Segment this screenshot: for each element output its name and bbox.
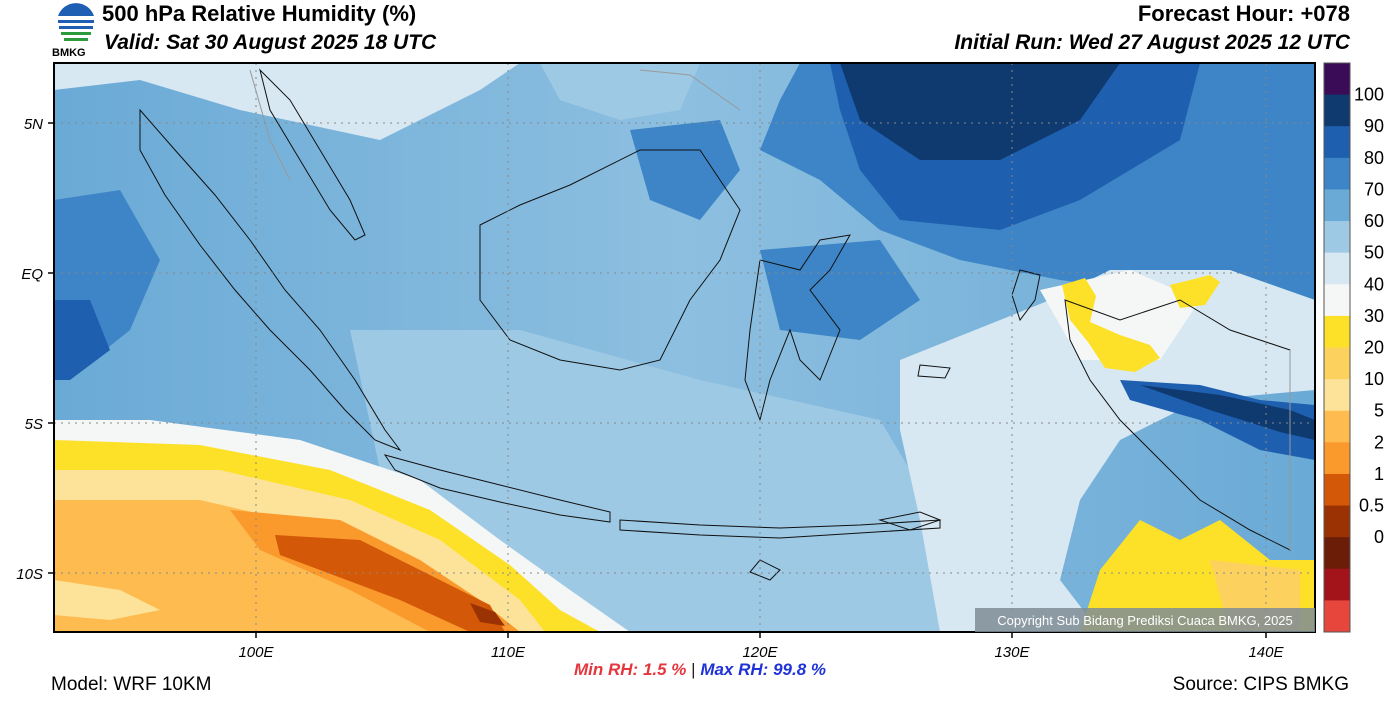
colorbar-swatch xyxy=(1324,442,1350,475)
colorbar-label: 20 xyxy=(1364,338,1384,358)
humidity-field xyxy=(54,63,1315,632)
colorbar xyxy=(1323,62,1351,633)
seram-outline xyxy=(917,364,951,379)
colorbar-swatch xyxy=(1324,252,1350,285)
colorbar-label: 50 xyxy=(1364,243,1384,263)
lon-label: 120E xyxy=(742,644,778,661)
coastlines xyxy=(139,68,1291,581)
borneo-outline xyxy=(479,149,741,371)
lon-label: 130E xyxy=(994,644,1030,661)
colorbar-frame xyxy=(1323,62,1351,633)
malay-peninsula-outline xyxy=(259,68,366,241)
min-max-rh: Min RH: 1.5 % | Max RH: 99.8 % xyxy=(0,660,1400,680)
lat-label: 10S xyxy=(16,566,43,583)
bmkg-logo-text: BMKG xyxy=(52,47,86,59)
copyright-box xyxy=(975,608,1315,632)
colorbar-swatch xyxy=(1324,189,1350,222)
lesser-sunda-outline xyxy=(619,519,941,539)
halmahera-outline xyxy=(1011,269,1041,322)
forecast-hour: Forecast Hour: +078 xyxy=(1137,1,1350,26)
colorbar-label: 2 xyxy=(1374,432,1384,452)
colorbar-swatch xyxy=(1324,568,1350,601)
colorbar-swatch xyxy=(1324,157,1350,190)
colorbar-swatch xyxy=(1324,537,1350,570)
colorbar-swatch xyxy=(1324,473,1350,507)
colorbar-label: 30 xyxy=(1364,306,1384,326)
colorbar-label: 100 xyxy=(1354,85,1384,105)
sulawesi-outline xyxy=(744,234,851,422)
colorbar-swatch xyxy=(1324,94,1350,127)
colorbar-label: 0.5 xyxy=(1359,496,1384,516)
colorbar-swatch xyxy=(1324,315,1350,348)
bmkg-logo xyxy=(57,3,95,43)
colorbar-label: 1 xyxy=(1374,464,1384,484)
model-label: Model: WRF 10KM xyxy=(51,674,212,695)
initial-run: Initial Run: Wed 27 August 2025 12 UTC xyxy=(954,31,1350,54)
timor-outline xyxy=(878,511,942,531)
papua-outline xyxy=(1064,299,1291,551)
colorbar-swatch xyxy=(1324,126,1350,159)
colorbar-label: 5 xyxy=(1374,401,1384,421)
colorbar-label: 10 xyxy=(1364,369,1384,389)
lon-label: 140E xyxy=(1248,644,1284,661)
sumatra-outline xyxy=(139,108,402,452)
max-rh-label: Max RH: xyxy=(700,660,769,679)
colorbar-swatch xyxy=(1324,600,1350,633)
colorbar-swatch xyxy=(1324,410,1350,443)
axis-ticks xyxy=(48,122,1267,638)
colorbar-label: 80 xyxy=(1364,148,1384,168)
max-rh-value: 99.8 % xyxy=(773,660,826,679)
colorbar-label: 0 xyxy=(1374,527,1384,547)
map-frame xyxy=(53,62,1316,633)
min-max-separator: | xyxy=(691,660,696,679)
min-rh-value: 1.5 % xyxy=(642,660,687,679)
colorbar-swatch xyxy=(1324,63,1350,96)
colorbar-label: 70 xyxy=(1364,179,1384,199)
valid-time: Valid: Sat 30 August 2025 18 UTC xyxy=(104,31,437,54)
map-title: 500 hPa Relative Humidity (%) xyxy=(102,1,417,26)
lat-label: 5S xyxy=(25,416,43,433)
colorbar-swatch xyxy=(1324,221,1350,254)
lat-label: EQ xyxy=(21,266,43,283)
source-label: Source: CIPS BMKG xyxy=(1172,674,1349,695)
colorbar-label: 90 xyxy=(1364,116,1384,136)
java-outline xyxy=(383,454,611,523)
colorbar-swatch xyxy=(1324,347,1350,380)
graticule xyxy=(54,63,1315,632)
colorbar-label: 40 xyxy=(1364,274,1384,294)
lon-label: 100E xyxy=(238,644,274,661)
colorbar-swatch xyxy=(1324,284,1350,317)
colorbar-swatch xyxy=(1324,505,1350,538)
min-rh-label: Min RH: xyxy=(573,660,639,679)
colorbar-swatch xyxy=(1324,379,1350,412)
borders xyxy=(249,69,1291,550)
colorbar-label: 60 xyxy=(1364,211,1384,231)
copyright-text: Copyright Sub Bidang Prediksi Cuaca BMKG… xyxy=(997,613,1293,628)
lat-label: 5N xyxy=(24,116,43,133)
sumba-outline xyxy=(749,559,781,581)
lon-label: 110E xyxy=(491,644,526,661)
